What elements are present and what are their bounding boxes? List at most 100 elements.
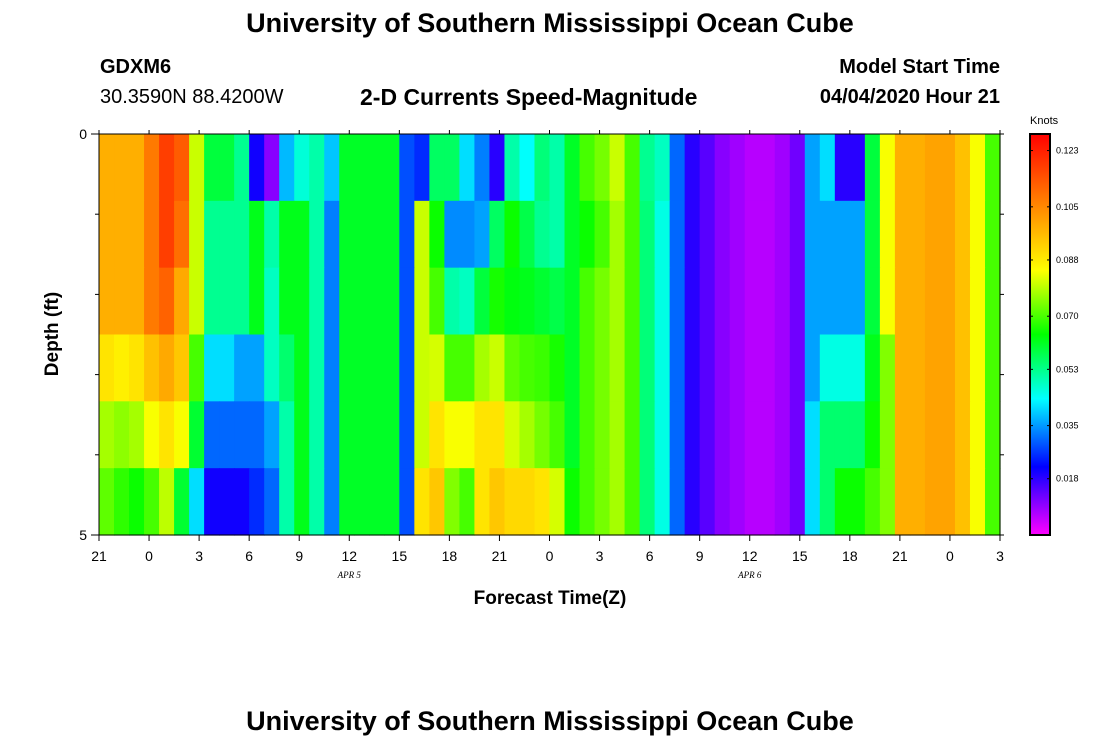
heatmap-cell xyxy=(759,401,776,469)
heatmap-cell xyxy=(819,334,836,402)
heatmap-cell xyxy=(339,134,355,202)
heatmap-cell xyxy=(519,401,536,469)
x-tick-label: 6 xyxy=(245,548,253,564)
heatmap-cell xyxy=(369,401,385,469)
heatmap-cell xyxy=(474,468,491,536)
heatmap-cell xyxy=(579,468,596,536)
heatmap-cell xyxy=(534,334,551,402)
heatmap-cell xyxy=(189,134,205,202)
heatmap-cell xyxy=(249,401,265,469)
heatmap-cell xyxy=(354,267,370,336)
heatmap-cell xyxy=(534,267,551,336)
heatmap-cell xyxy=(654,267,671,336)
heatmap-cell xyxy=(234,468,250,536)
heatmap-cell xyxy=(444,134,460,202)
x-tick-label: 21 xyxy=(91,548,107,564)
model-start-label: Model Start Time xyxy=(839,56,1000,78)
heatmap-cell xyxy=(519,334,536,402)
heatmap-cell xyxy=(204,334,220,402)
heatmap-cells xyxy=(99,134,1001,536)
heatmap-cell xyxy=(504,200,521,269)
heatmap-cell xyxy=(369,134,385,202)
heatmap-cell xyxy=(579,134,596,202)
heatmap-cell xyxy=(879,468,896,536)
heatmap-cell xyxy=(354,401,370,469)
heatmap-cell xyxy=(894,200,911,269)
heatmap-cell xyxy=(954,267,971,336)
heatmap-cell xyxy=(324,401,340,469)
heatmap-cell xyxy=(459,401,476,469)
heatmap-cell xyxy=(714,401,731,469)
heatmap-cell xyxy=(774,134,791,202)
heatmap-cell xyxy=(174,200,190,269)
heatmap-cell xyxy=(789,267,806,336)
heatmap-cell xyxy=(654,468,671,536)
heatmap-cell xyxy=(819,401,836,469)
heatmap-cell xyxy=(534,134,551,202)
heatmap-cell xyxy=(954,401,971,469)
heatmap-cell xyxy=(849,334,866,402)
heatmap-cell xyxy=(354,200,370,269)
heatmap-cell xyxy=(639,468,656,536)
heatmap-cell xyxy=(624,401,641,469)
heatmap-cell xyxy=(714,200,731,269)
heatmap-cell xyxy=(129,334,145,402)
heatmap-cell xyxy=(399,200,415,269)
heatmap-cell xyxy=(459,134,476,202)
heatmap-cell xyxy=(384,267,400,336)
heatmap-cell xyxy=(219,267,235,336)
x-tick-label: 15 xyxy=(792,548,808,564)
heatmap-cell xyxy=(339,334,355,402)
heatmap-cell xyxy=(549,267,566,336)
heatmap-cell xyxy=(189,267,205,336)
heatmap-cell xyxy=(309,334,325,402)
heatmap-cell xyxy=(459,334,476,402)
station-coordinates: 30.3590N 88.4200W xyxy=(100,86,284,108)
heatmap-cell xyxy=(114,468,130,536)
heatmap-cell xyxy=(219,200,235,269)
heatmap-cell xyxy=(429,401,445,469)
heatmap-cell xyxy=(114,334,130,402)
heatmap-cell xyxy=(834,267,851,336)
heatmap-cell xyxy=(969,468,986,536)
heatmap-cell xyxy=(834,401,851,469)
heatmap-cell xyxy=(489,468,506,536)
heatmap-cell xyxy=(639,200,656,269)
heatmap-cell xyxy=(234,267,250,336)
heatmap-cell xyxy=(324,267,340,336)
heatmap-cell xyxy=(324,200,340,269)
colorbar-tick-label: 0.053 xyxy=(1056,364,1079,374)
heatmap-cell xyxy=(549,134,566,202)
heatmap-cell xyxy=(969,134,986,202)
colorbar-tick-label: 0.123 xyxy=(1056,146,1079,156)
heatmap-cell xyxy=(264,401,280,469)
heatmap-cell xyxy=(699,401,716,469)
heatmap-cell xyxy=(684,134,701,202)
colorbar-tick-label: 0.018 xyxy=(1056,474,1079,484)
heatmap-cell xyxy=(969,401,986,469)
x-tick-label: 21 xyxy=(892,548,908,564)
heatmap-cell xyxy=(684,468,701,536)
heatmap-cell xyxy=(249,468,265,536)
heatmap-cell xyxy=(489,200,506,269)
heatmap-cell xyxy=(159,468,175,536)
heatmap-cell xyxy=(189,401,205,469)
heatmap-cell xyxy=(129,401,145,469)
heatmap-cell xyxy=(264,134,280,202)
heatmap-cell xyxy=(774,200,791,269)
heatmap-cell xyxy=(489,134,506,202)
heatmap-cell xyxy=(924,401,941,469)
heatmap-cell xyxy=(384,334,400,402)
heatmap-cell xyxy=(504,401,521,469)
heatmap-cell xyxy=(384,401,400,469)
heatmap-cell xyxy=(309,267,325,336)
heatmap-cell xyxy=(939,200,956,269)
heatmap-cell xyxy=(684,401,701,469)
heatmap-cell xyxy=(534,468,551,536)
x-axis: 21 0 3 6 9 12 15 18 21 0 3 6 9 12 15 18 21 0 3 APR 5 APR 6 xyxy=(91,130,1004,580)
heatmap-cell xyxy=(429,134,445,202)
heatmap-cell xyxy=(639,334,656,402)
heatmap-cell xyxy=(789,134,806,202)
heatmap-cell xyxy=(474,134,491,202)
